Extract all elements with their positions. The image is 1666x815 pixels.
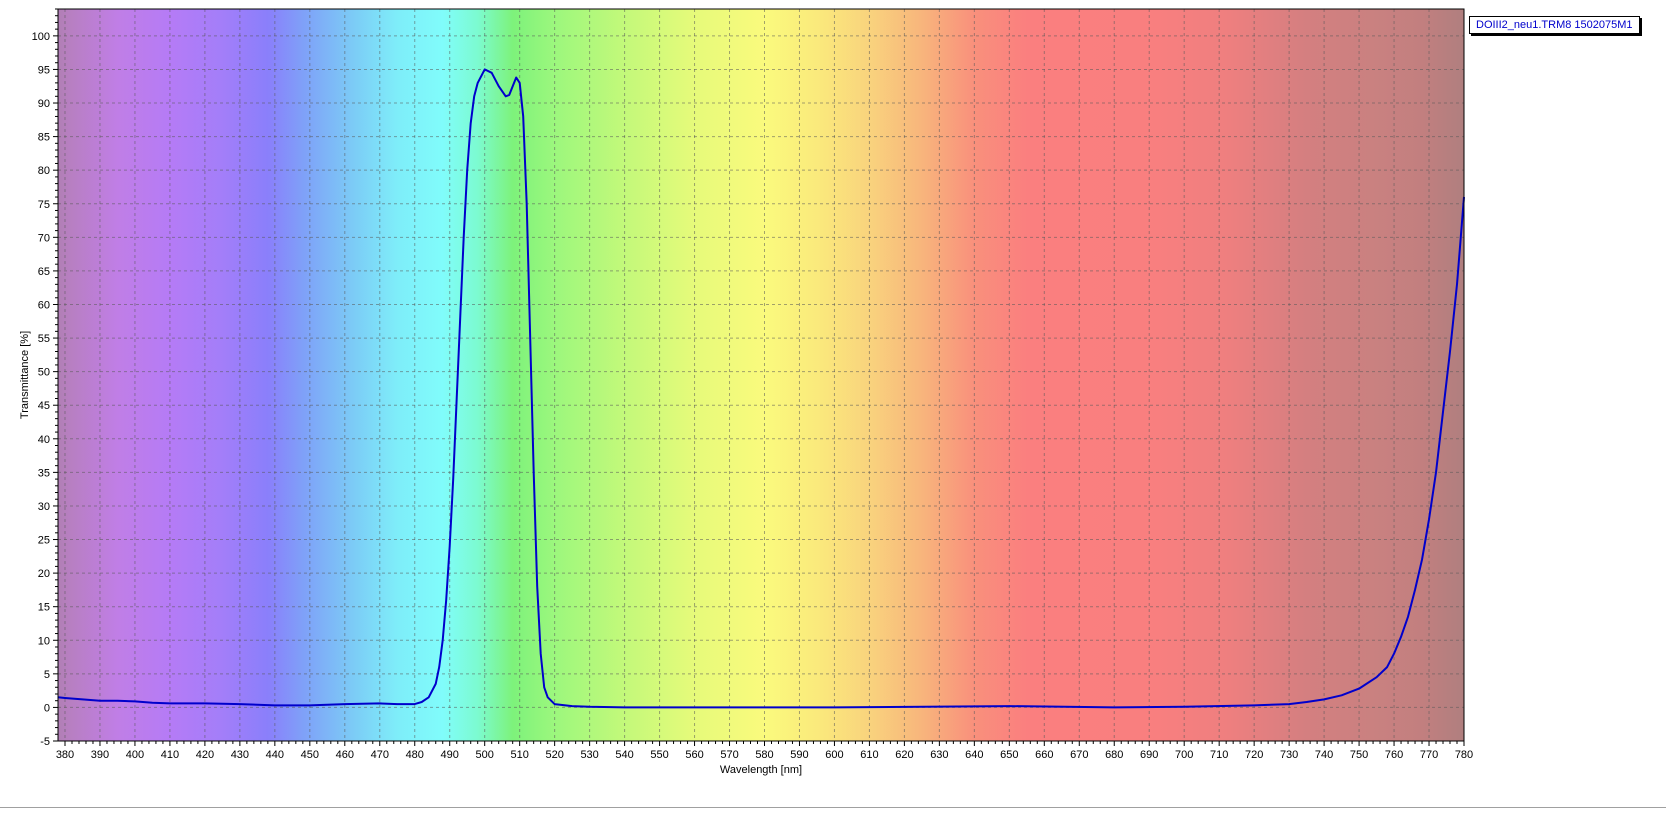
bottom-divider: [0, 807, 1666, 808]
y-tick-label: 85: [38, 132, 50, 144]
x-tick-label: 730: [1280, 749, 1298, 761]
plot-border: [57, 8, 1465, 742]
y-tick-label: 80: [38, 165, 50, 177]
y-tick-label: 20: [38, 568, 50, 580]
x-tick-label: 530: [580, 749, 598, 761]
x-tick-label: 750: [1350, 749, 1368, 761]
x-tick-label: 610: [860, 749, 878, 761]
y-tick-label: 55: [38, 333, 50, 345]
x-axis-title: Wavelength [nm]: [720, 764, 802, 776]
x-tick-label: 390: [91, 749, 109, 761]
x-tick-label: 430: [231, 749, 249, 761]
x-tick-label: 760: [1385, 749, 1403, 761]
x-tick-label: 620: [895, 749, 913, 761]
x-tick-label: 640: [965, 749, 983, 761]
x-tick-label: 470: [371, 749, 389, 761]
y-tick-label: 60: [38, 299, 50, 311]
x-tick-label: 420: [196, 749, 214, 761]
y-tick-label: 30: [38, 501, 50, 513]
x-tick-label: 540: [615, 749, 633, 761]
x-tick-label: 520: [545, 749, 563, 761]
y-tick-label: 25: [38, 535, 50, 547]
x-tick-label: 780: [1455, 749, 1473, 761]
y-tick-label: 10: [38, 635, 50, 647]
x-tick-label: 690: [1140, 749, 1158, 761]
y-tick-label: 0: [44, 702, 50, 714]
y-tick-label: 45: [38, 400, 50, 412]
y-tick-label: 50: [38, 367, 50, 379]
y-tick-label: 90: [38, 98, 50, 110]
x-tick-label: 680: [1105, 749, 1123, 761]
x-tick-label: 650: [1000, 749, 1018, 761]
y-tick-label: 65: [38, 266, 50, 278]
x-tick-label: 740: [1315, 749, 1333, 761]
y-tick-label: 15: [38, 602, 50, 614]
y-tick-label: 95: [38, 64, 50, 76]
x-tick-label: 660: [1035, 749, 1053, 761]
tick-labels: 380 390 400 410 420 430 440 450 460 470 480 490 500 5…: [32, 31, 1474, 761]
x-tick-label: 500: [476, 749, 494, 761]
grid: [58, 9, 1465, 742]
x-tick-label: 440: [266, 749, 284, 761]
x-tick-label: 600: [825, 749, 843, 761]
x-tick-label: 720: [1245, 749, 1263, 761]
y-tick-label: 35: [38, 467, 50, 479]
y-tick-label: 75: [38, 199, 50, 211]
y-tick-label: 100: [32, 31, 50, 43]
x-tick-label: 380: [56, 749, 74, 761]
x-tick-label: 480: [406, 749, 424, 761]
y-tick-label: -5: [40, 736, 50, 748]
y-tick-label: 40: [38, 434, 50, 446]
x-tick-label: 560: [685, 749, 703, 761]
x-tick-label: 450: [301, 749, 319, 761]
y-tick-label: 70: [38, 232, 50, 244]
x-tick-label: 770: [1420, 749, 1438, 761]
x-tick-label: 460: [336, 749, 354, 761]
x-tick-label: 580: [755, 749, 773, 761]
legend-series-label: DOIII2_neu1.TRM8 1502075M1: [1476, 19, 1633, 31]
x-tick-label: 400: [126, 749, 144, 761]
x-tick-label: 550: [650, 749, 668, 761]
spectrum-background: [58, 9, 1464, 741]
x-tick-label: 700: [1175, 749, 1193, 761]
series-line: [57, 68, 1465, 709]
y-tick-label: 5: [44, 669, 50, 681]
x-tick-label: 710: [1210, 749, 1228, 761]
x-tick-label: 570: [720, 749, 738, 761]
x-tick-label: 630: [930, 749, 948, 761]
x-tick-label: 490: [441, 749, 459, 761]
x-tick-label: 510: [510, 749, 528, 761]
x-tick-label: 590: [790, 749, 808, 761]
y-axis-title: Transmittance [%]: [19, 331, 31, 419]
x-tick-label: 410: [161, 749, 179, 761]
x-tick-label: 670: [1070, 749, 1088, 761]
legend: DOIII2_neu1.TRM8 1502075M1: [1469, 16, 1640, 34]
series-layer: [57, 68, 1465, 709]
